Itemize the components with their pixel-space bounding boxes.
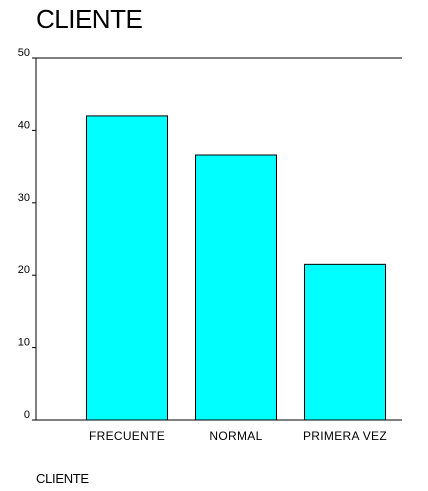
- x-axis-label: CLIENTE: [36, 471, 89, 486]
- bar-normal: [195, 154, 277, 421]
- x-category-label: FRECUENTE: [89, 429, 165, 443]
- y-tick-label: 0: [24, 409, 30, 421]
- y-tick-label: 40: [18, 119, 30, 131]
- bar-primera-vez: [304, 263, 386, 421]
- axes-group: [35, 57, 402, 421]
- bar-frecuente: [86, 115, 168, 421]
- y-ticks-group: 0 10 20 30 40 50: [18, 47, 36, 421]
- x-categories-group: FRECUENTE NORMAL PRIMERA VEZ: [89, 429, 387, 443]
- chart-title: CLIENTE: [36, 4, 143, 34]
- bars-group: [86, 115, 386, 421]
- y-tick-label: 50: [18, 47, 30, 59]
- y-tick-label: 20: [18, 264, 30, 276]
- x-category-label: PRIMERA VEZ: [303, 429, 387, 443]
- y-tick-label: 30: [18, 192, 30, 204]
- x-category-label: NORMAL: [209, 429, 262, 443]
- y-tick-label: 10: [18, 337, 30, 349]
